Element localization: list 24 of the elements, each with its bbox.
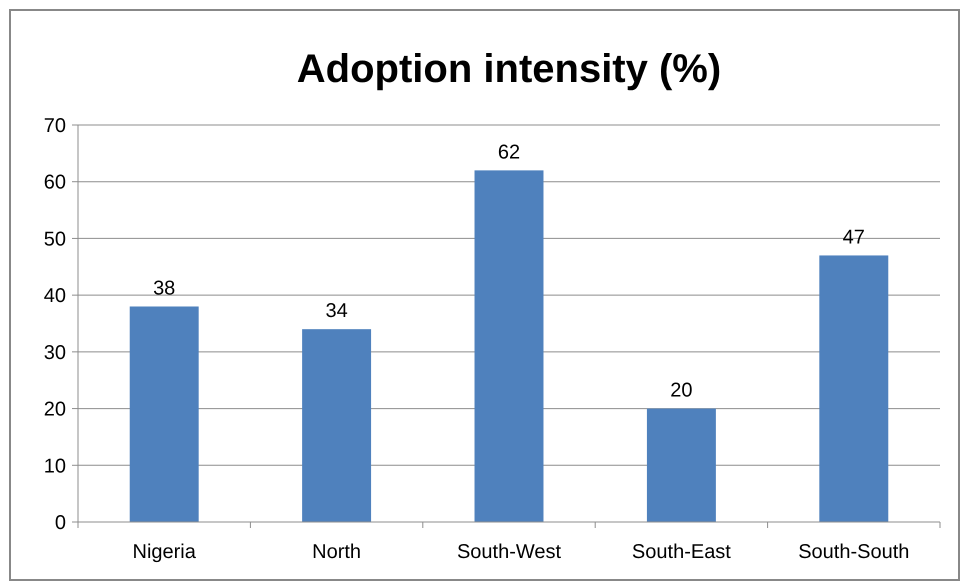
bar (646, 408, 716, 522)
y-tick-label: 40 (44, 285, 66, 308)
y-tick-label: 10 (44, 455, 66, 478)
data-label: 20 (670, 380, 693, 402)
y-tick-label: 20 (44, 398, 66, 421)
bar (302, 329, 372, 522)
data-label: 34 (325, 300, 348, 322)
x-tick-label: South-East (632, 541, 732, 563)
y-tick-label: 70 (44, 115, 66, 137)
data-label: 62 (498, 141, 520, 164)
data-label: 38 (153, 277, 176, 300)
data-label: 47 (842, 226, 865, 248)
bar (819, 255, 888, 522)
y-tick-label: 60 (44, 172, 66, 194)
bar (474, 170, 544, 522)
bar (130, 306, 199, 522)
chart-title: Adoption intensity (%) (296, 47, 722, 91)
x-tick-label: Nigeria (132, 541, 197, 563)
x-tick-label: South-South (798, 541, 910, 563)
y-tick-label: 0 (54, 512, 66, 534)
y-tick-label: 30 (44, 342, 66, 364)
x-tick-label: South-West (456, 541, 562, 563)
y-tick-label: 50 (44, 228, 66, 250)
x-tick-label: North (312, 541, 362, 563)
